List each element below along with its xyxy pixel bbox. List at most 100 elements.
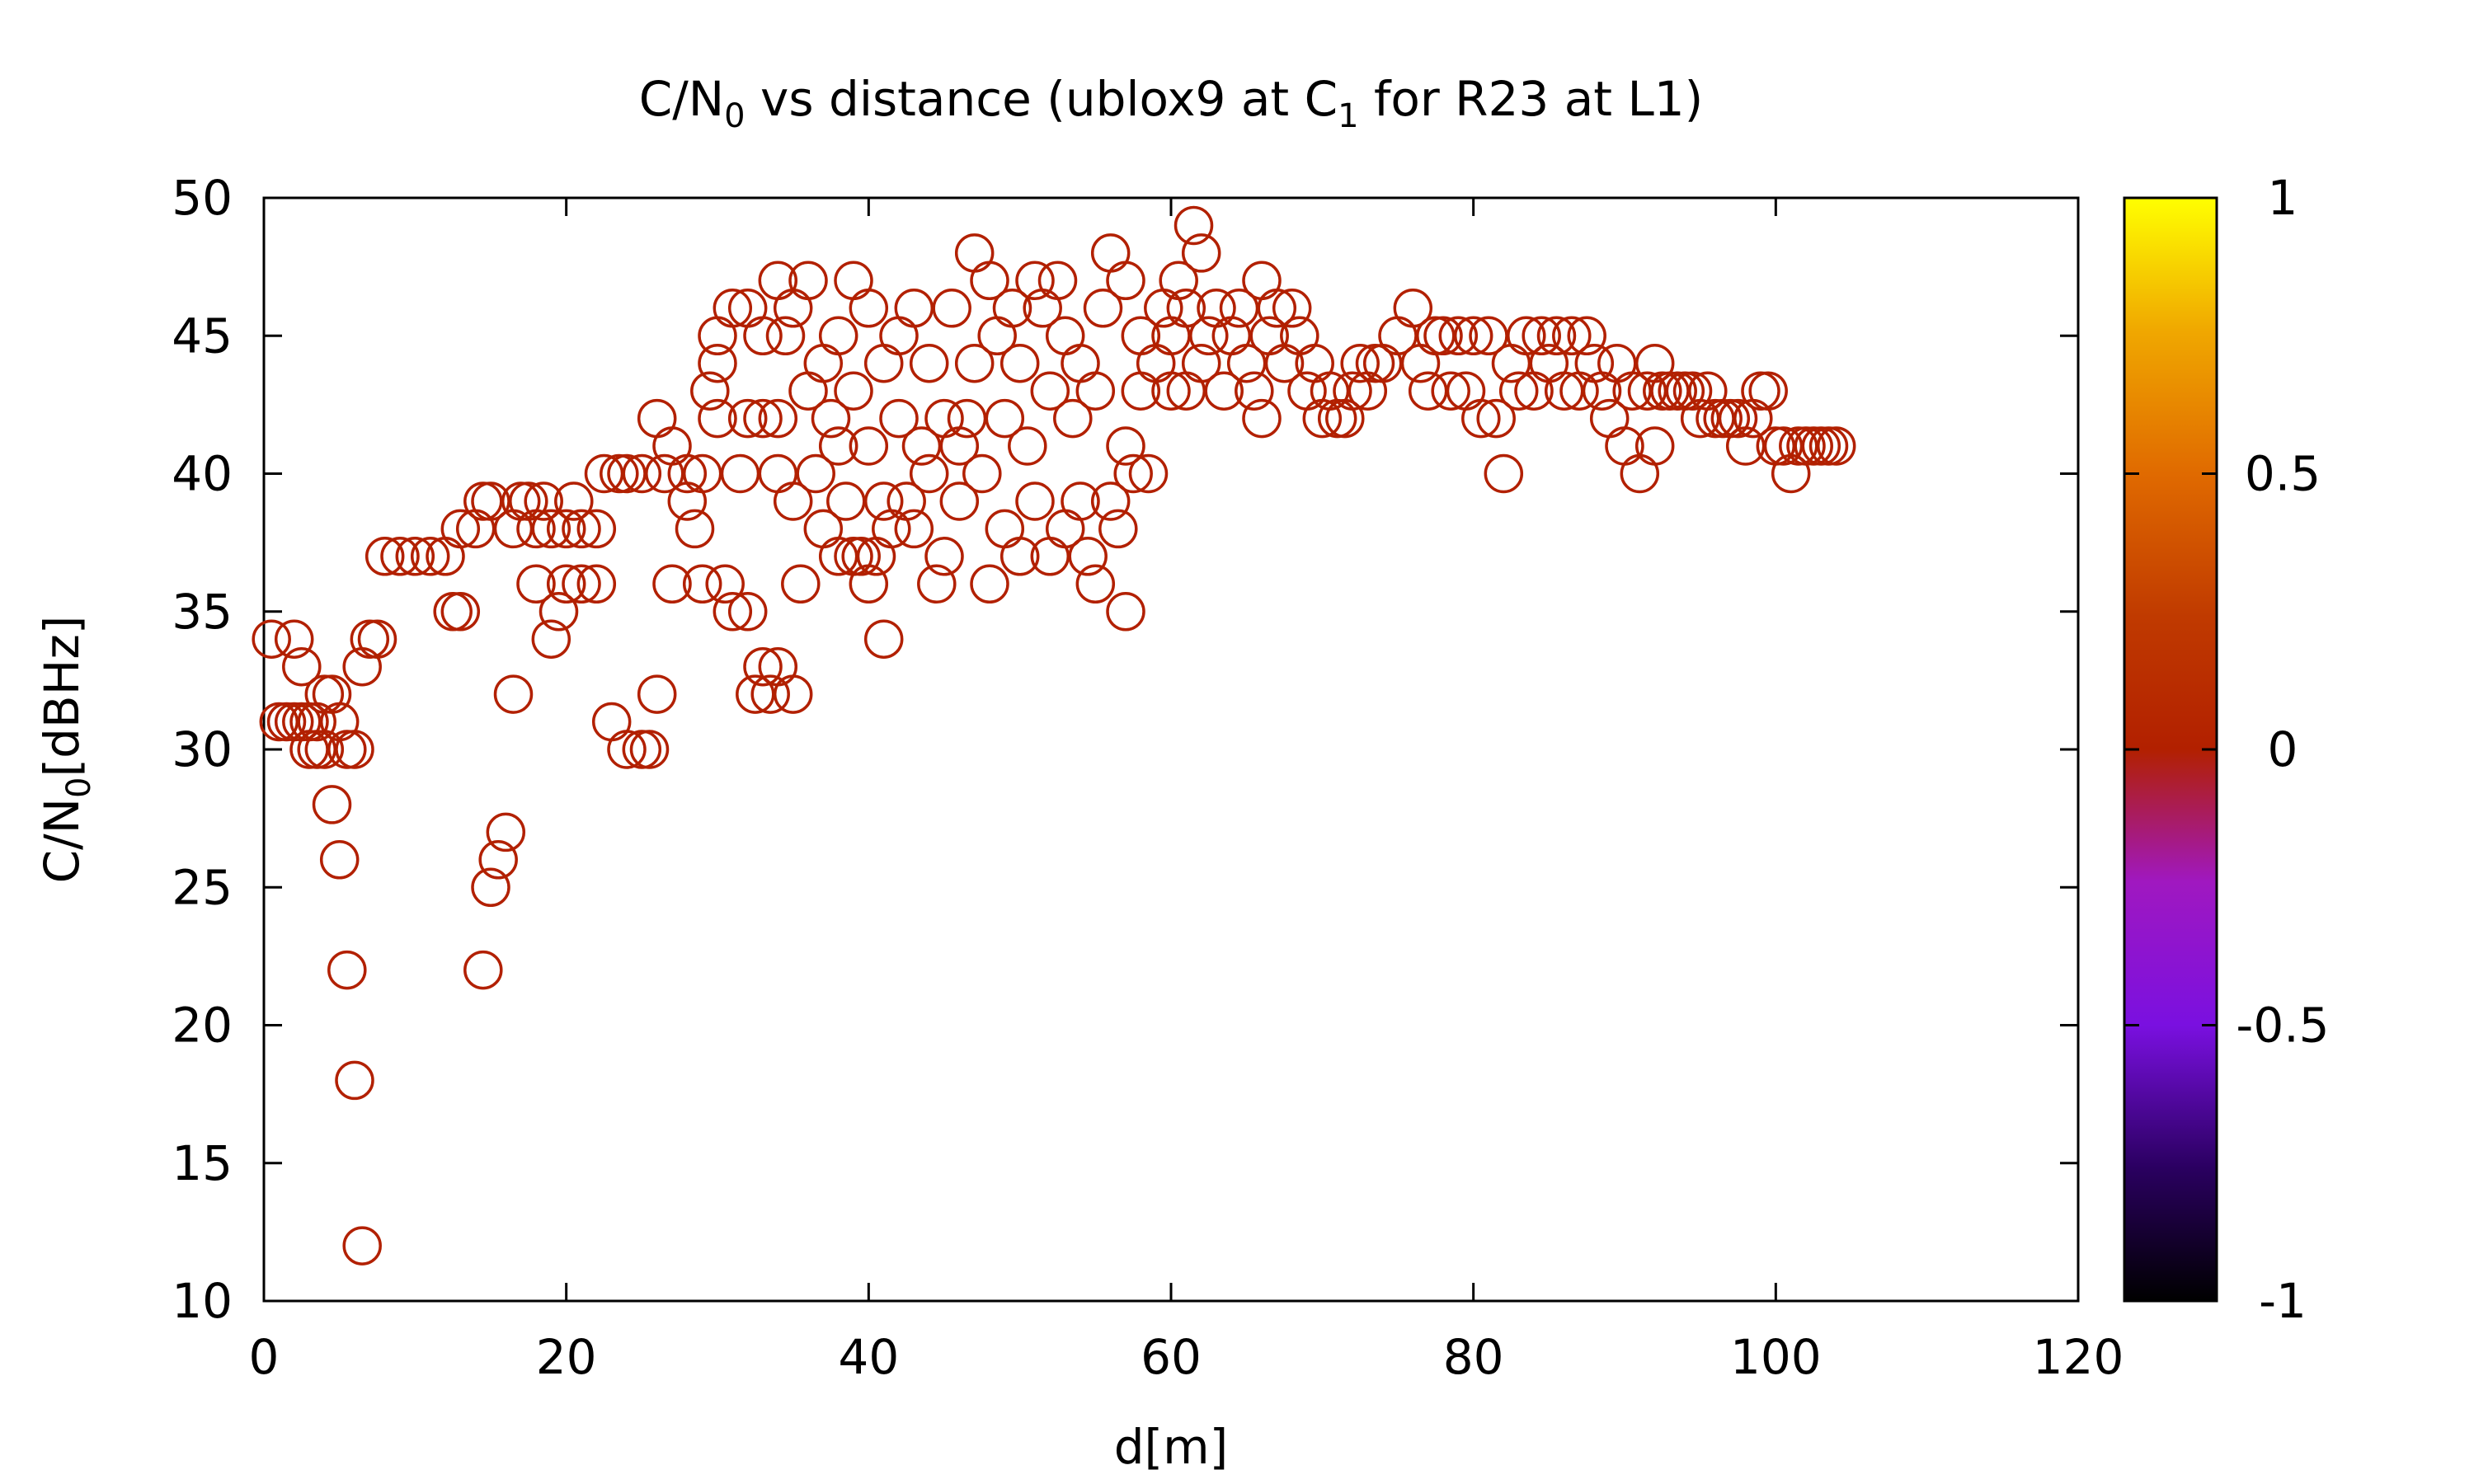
data-point xyxy=(863,343,904,383)
data-point xyxy=(818,426,858,466)
data-point xyxy=(1808,426,1849,466)
data-point xyxy=(1166,371,1206,411)
y-tick-label: 20 xyxy=(172,998,233,1054)
data-point xyxy=(531,509,571,549)
data-point xyxy=(947,398,987,439)
data-point xyxy=(727,289,768,328)
y-tick-label: 10 xyxy=(172,1273,233,1329)
data-point xyxy=(1634,426,1675,466)
x-tick-label: 80 xyxy=(1443,1329,1504,1385)
data-point xyxy=(1469,316,1508,356)
data-point xyxy=(682,453,722,494)
data-point xyxy=(1536,316,1577,356)
data-point xyxy=(698,343,737,383)
y-tick-label: 25 xyxy=(172,859,233,915)
data-point xyxy=(554,481,594,521)
data-point xyxy=(1075,371,1116,411)
data-point xyxy=(335,730,374,769)
data-point xyxy=(335,1060,374,1101)
x-axis-label: d[m] xyxy=(1114,1419,1229,1475)
data-point xyxy=(1438,316,1479,356)
data-point xyxy=(1672,371,1713,411)
data-point xyxy=(1680,398,1720,439)
data-point xyxy=(1045,316,1085,356)
data-point xyxy=(493,509,534,549)
data-point xyxy=(743,316,783,356)
data-point xyxy=(954,233,995,273)
data-point xyxy=(1310,371,1350,411)
data-point xyxy=(440,509,481,549)
data-point xyxy=(289,730,329,769)
data-point xyxy=(1030,371,1070,411)
data-point xyxy=(863,481,904,521)
data-point xyxy=(743,646,783,687)
data-point xyxy=(463,950,503,990)
data-point xyxy=(811,398,851,439)
data-point xyxy=(773,481,813,521)
data-point xyxy=(1816,426,1856,466)
y-axis: 10 15 20 25 30 35 40 45 50 xyxy=(172,170,2078,1329)
data-point xyxy=(637,398,677,439)
data-point xyxy=(531,619,571,659)
data-point xyxy=(1181,343,1221,383)
data-point xyxy=(1431,371,1470,411)
data-point xyxy=(1090,481,1131,521)
data-point xyxy=(1015,261,1055,301)
data-point xyxy=(629,730,670,769)
data-point xyxy=(901,426,942,466)
data-point xyxy=(834,537,873,576)
data-point xyxy=(675,509,715,549)
data-point xyxy=(863,619,904,659)
data-point xyxy=(970,261,1009,301)
data-point xyxy=(516,509,556,549)
data-point xyxy=(327,950,367,990)
data-point xyxy=(516,564,556,604)
data-point xyxy=(698,398,737,439)
data-point xyxy=(1741,371,1780,411)
colorbar-tick-label: 0.5 xyxy=(2245,446,2321,502)
data-point xyxy=(1498,371,1539,411)
data-point xyxy=(962,453,1002,494)
data-point xyxy=(985,509,1025,549)
data-point xyxy=(818,537,858,576)
data-point xyxy=(713,592,753,632)
data-point xyxy=(600,453,639,494)
data-point xyxy=(682,564,722,604)
data-point xyxy=(1544,371,1584,411)
data-point xyxy=(1189,316,1229,356)
data-point xyxy=(924,537,964,576)
data-point xyxy=(1665,371,1705,411)
data-point xyxy=(758,646,798,687)
data-point xyxy=(1423,316,1463,356)
data-point xyxy=(1779,426,1818,466)
data-point xyxy=(1317,398,1357,439)
data-point xyxy=(1567,316,1606,356)
data-point xyxy=(849,564,889,604)
data-point xyxy=(879,316,919,356)
data-point xyxy=(999,537,1040,576)
data-point xyxy=(1696,398,1735,439)
data-point xyxy=(297,730,336,769)
data-points xyxy=(252,205,1856,1266)
data-point xyxy=(637,674,677,714)
y-tick-label: 50 xyxy=(172,170,233,226)
data-point xyxy=(1620,453,1660,494)
data-point xyxy=(1083,289,1123,328)
data-point xyxy=(1597,343,1637,383)
data-point xyxy=(758,453,798,494)
data-point xyxy=(849,426,889,466)
data-point xyxy=(607,730,647,769)
data-point xyxy=(1393,289,1433,328)
x-tick-label: 0 xyxy=(249,1329,280,1385)
y-tick-label: 15 xyxy=(172,1135,233,1191)
data-point xyxy=(562,564,601,604)
data-point xyxy=(1075,564,1116,604)
data-point xyxy=(493,674,534,714)
x-tick-label: 120 xyxy=(2033,1329,2124,1385)
data-point xyxy=(282,646,322,687)
data-point xyxy=(645,453,684,494)
x-tick-label: 40 xyxy=(838,1329,899,1385)
x-tick-label: 100 xyxy=(1730,1329,1822,1385)
data-point xyxy=(992,289,1032,328)
data-point xyxy=(304,674,345,714)
